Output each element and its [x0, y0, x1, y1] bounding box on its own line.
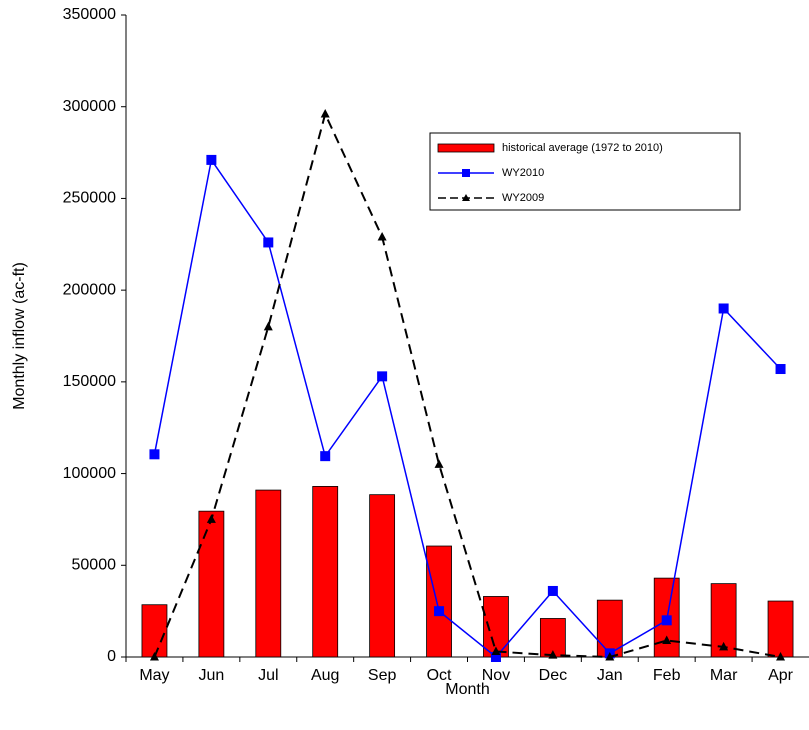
y-tick-label: 350000	[63, 6, 116, 23]
marker	[718, 303, 729, 314]
bar	[141, 604, 168, 658]
marker	[490, 652, 501, 662]
marker	[434, 606, 445, 617]
marker	[548, 650, 558, 659]
y-tick-label: 0	[107, 648, 116, 665]
x-tick-label: Feb	[653, 667, 681, 684]
bar	[198, 510, 225, 658]
line	[153, 111, 781, 659]
y-tick-label: 100000	[63, 465, 116, 482]
legend-label: historical average (1972 to 2010)	[502, 142, 663, 154]
x-tick-label: May	[139, 667, 169, 684]
marker	[662, 635, 672, 644]
x-tick-label: Dec	[539, 667, 567, 684]
bar	[767, 600, 794, 658]
marker	[377, 231, 387, 241]
bar	[369, 494, 396, 658]
y-tick-label: 300000	[63, 98, 116, 115]
x-tick-label: Aug	[311, 667, 339, 684]
marker	[320, 109, 330, 118]
marker	[547, 585, 558, 596]
marker	[661, 615, 672, 626]
marker	[605, 652, 615, 661]
x-tick-label: Nov	[482, 667, 510, 684]
marker	[776, 652, 786, 661]
y-tick-label: 250000	[63, 190, 116, 207]
y-tick-label: 50000	[72, 557, 117, 574]
x-tick-label: Jan	[597, 667, 623, 684]
marker	[149, 652, 159, 661]
y-axis-title: Monthly inflow (ac-ft)	[11, 262, 28, 410]
x-axis-title: Month	[445, 681, 489, 698]
y-tick-label: 200000	[63, 281, 116, 298]
y-tick-label: 150000	[63, 373, 116, 390]
legend-label: WY2010	[502, 167, 544, 179]
bar	[255, 489, 282, 658]
x-tick-label: Jul	[258, 667, 278, 684]
x-tick-label: Mar	[710, 667, 738, 684]
x-tick-label: Oct	[427, 667, 452, 684]
marker	[377, 371, 388, 382]
legend-label: WY2009	[502, 192, 544, 204]
line	[153, 158, 782, 659]
x-tick-label: Sep	[368, 667, 397, 684]
marker	[206, 154, 217, 165]
marker	[320, 451, 331, 462]
marker	[775, 364, 786, 375]
marker	[263, 321, 273, 331]
marker	[491, 646, 501, 655]
marker	[149, 449, 160, 460]
x-tick-label: Jun	[198, 667, 224, 684]
bar	[312, 486, 339, 658]
marker	[434, 459, 444, 468]
legend: historical average (1972 to 2010) WY2010 W…	[429, 132, 741, 211]
marker	[263, 237, 274, 248]
bar	[426, 545, 452, 658]
marker	[206, 514, 216, 523]
legend-marker	[462, 194, 470, 201]
legend-swatch	[437, 143, 495, 153]
x-tick-label: Apr	[768, 667, 794, 684]
legend-marker	[462, 169, 470, 177]
marker	[719, 641, 729, 651]
